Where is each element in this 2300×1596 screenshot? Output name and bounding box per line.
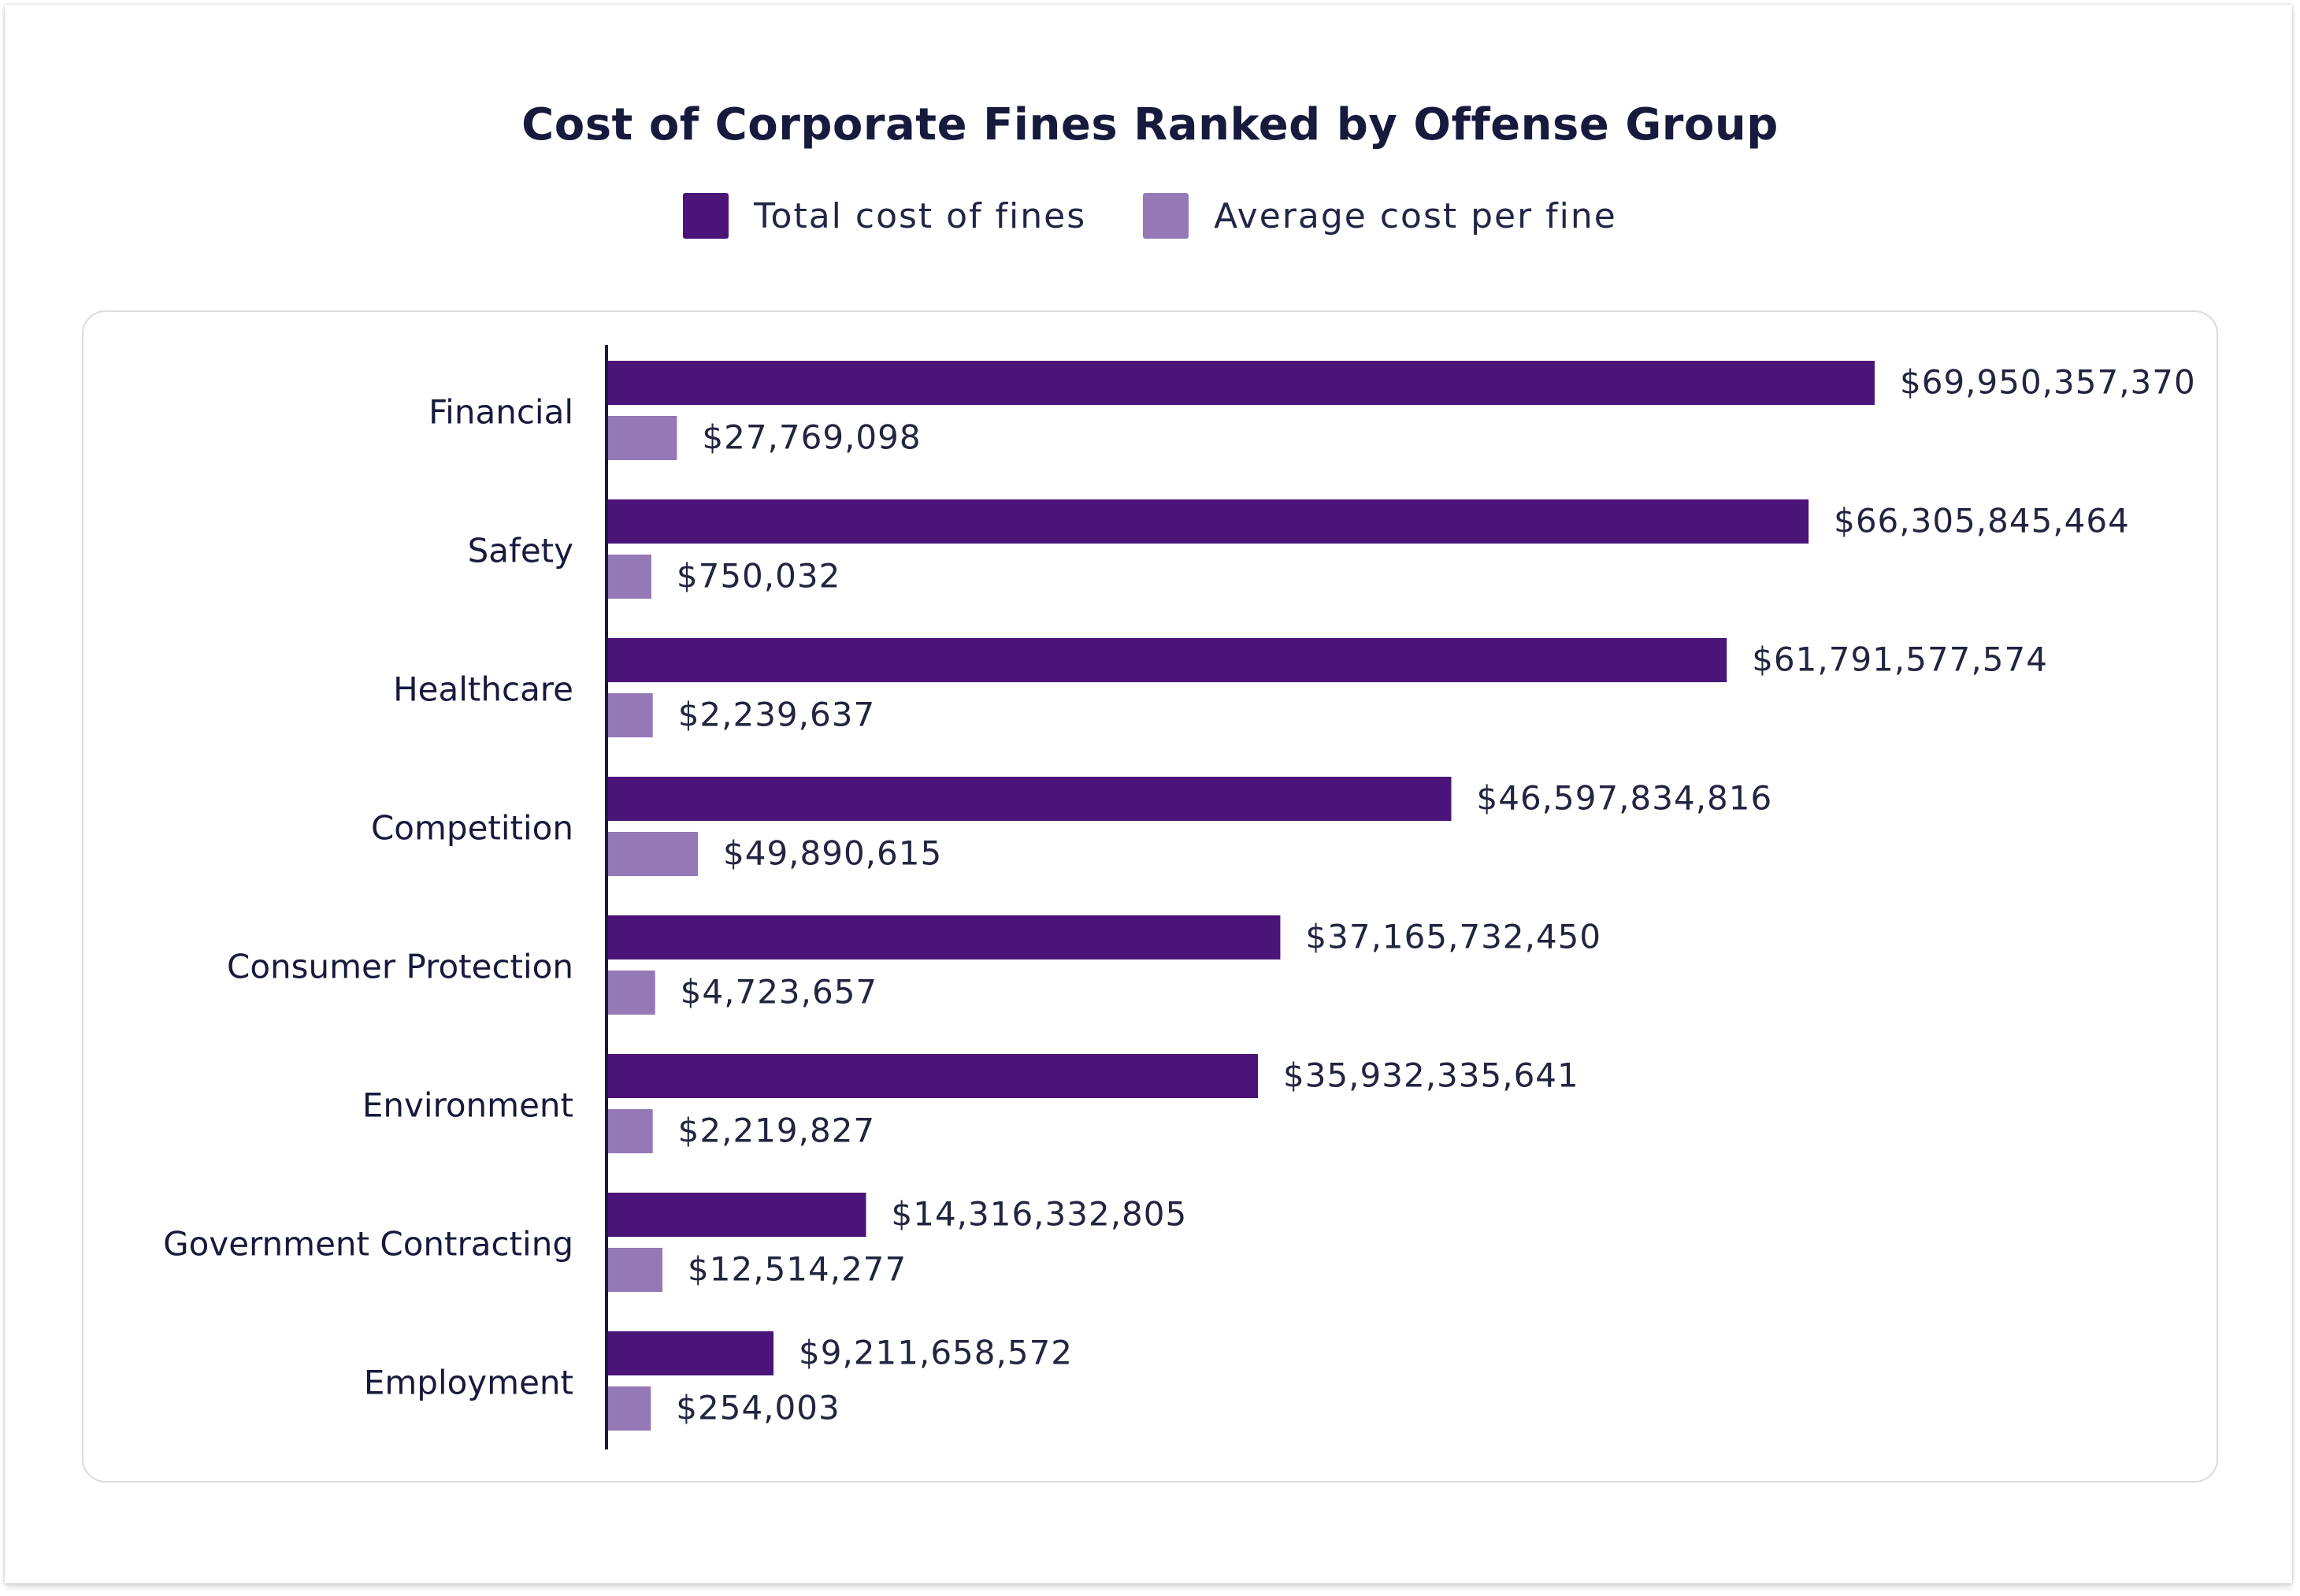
category-label: Employment	[364, 1364, 573, 1402]
category-label: Financial	[428, 393, 573, 432]
bar-average	[607, 1386, 651, 1431]
category-label: Consumer Protection	[227, 948, 573, 986]
category-label: Competition	[371, 809, 573, 848]
category-label: Environment	[362, 1086, 573, 1125]
value-label-average: $2,239,637	[678, 696, 875, 734]
category-label: Safety	[468, 532, 573, 570]
value-label-average: $27,769,098	[702, 418, 921, 457]
value-label-average: $4,723,657	[681, 973, 877, 1011]
value-label-average: $750,032	[677, 557, 840, 596]
legend: Total cost of fines Average cost per fin…	[0, 192, 2300, 239]
bar-average	[607, 1109, 653, 1153]
bar-total	[607, 499, 1809, 544]
value-label-total: $69,950,357,370	[1900, 363, 2196, 402]
bar-total	[607, 361, 1875, 405]
value-label-total: $46,597,834,816	[1477, 779, 1773, 818]
value-label-total: $61,791,577,574	[1752, 640, 2048, 679]
bar-total	[607, 915, 1281, 959]
bar-average	[607, 416, 677, 460]
bar-average	[607, 832, 698, 876]
value-label-total: $66,305,845,464	[1834, 502, 2130, 540]
bar-total	[607, 777, 1452, 821]
bar-total	[607, 1193, 866, 1237]
value-label-total: $35,932,335,641	[1283, 1056, 1579, 1095]
bar-average	[607, 693, 653, 737]
bar-average	[607, 1248, 663, 1292]
bar-average	[607, 971, 655, 1015]
value-label-total: $14,316,332,805	[892, 1195, 1188, 1234]
legend-label-average: Average cost per fine	[1214, 195, 1617, 236]
category-label: Healthcare	[393, 670, 573, 709]
legend-swatch-average	[1143, 193, 1189, 239]
value-label-total: $37,165,732,450	[1305, 918, 1601, 956]
bar-average	[607, 555, 651, 599]
category-label: Government Contracting	[163, 1225, 573, 1264]
value-label-average: $254,003	[676, 1389, 840, 1427]
bar-total	[607, 1054, 1259, 1098]
bar-total	[607, 638, 1727, 682]
legend-item-total: Total cost of fines	[683, 193, 1086, 239]
value-label-average: $49,890,615	[723, 834, 942, 873]
value-label-total: $9,211,658,572	[799, 1334, 1073, 1372]
value-label-average: $12,514,277	[688, 1250, 907, 1289]
value-label-average: $2,219,827	[678, 1112, 875, 1150]
legend-item-average: Average cost per fine	[1143, 193, 1617, 239]
legend-label-total: Total cost of fines	[754, 195, 1087, 236]
chart-title: Cost of Corporate Fines Ranked by Offens…	[521, 99, 1779, 150]
legend-swatch-total	[683, 193, 729, 239]
bar-total	[607, 1331, 774, 1375]
